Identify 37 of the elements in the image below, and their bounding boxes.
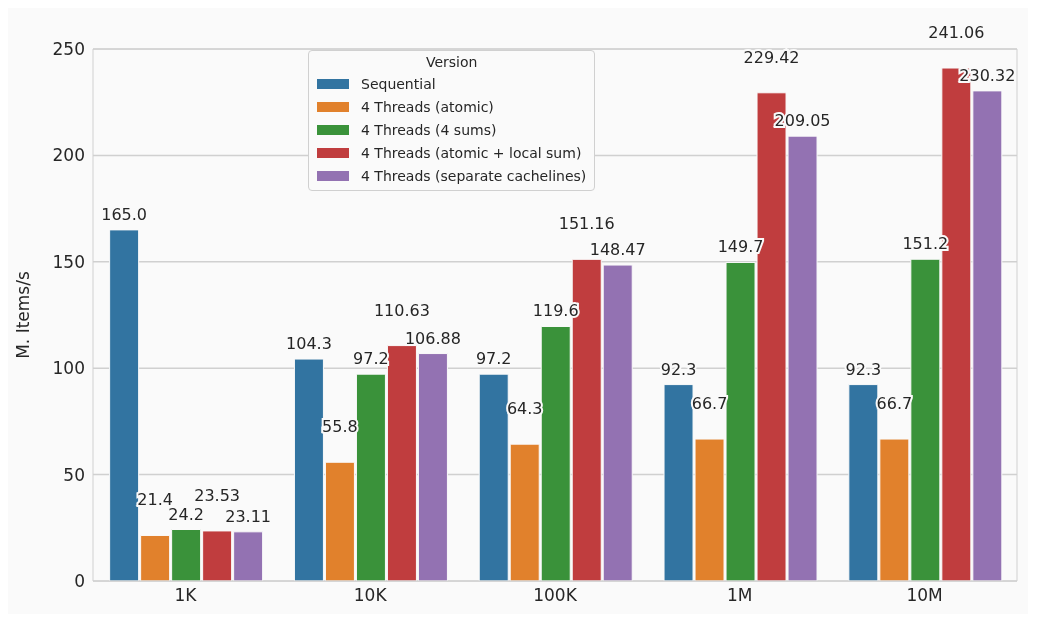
y-tick-label: 250 (52, 39, 85, 60)
y-tick-label: 100 (52, 358, 85, 379)
legend-label: 4 Threads (atomic + local sum) (361, 144, 582, 161)
data-label: 151.16 (558, 214, 615, 234)
x-tick-label: 1K (174, 585, 198, 606)
data-label: 104.3 (286, 334, 332, 354)
x-tick-label: 10M (906, 585, 943, 606)
data-label: 55.8 (322, 417, 358, 437)
legend-label: 4 Threads (4 sums) (361, 121, 497, 138)
data-label: 97.2 (475, 349, 512, 369)
data-label: 66.7 (691, 394, 728, 414)
data-label: 241.06 (928, 23, 985, 43)
y-tick-label: 150 (52, 251, 85, 272)
y-tick-label: 0 (74, 571, 85, 592)
data-label: 24.2 (168, 504, 204, 524)
data-label: 165.0 (101, 204, 148, 224)
data-label: 106.88 (404, 328, 461, 348)
legend-label: 4 Threads (separate cachelines) (361, 167, 587, 184)
x-tick-label: 1M (727, 585, 753, 606)
data-label: 92.3 (845, 359, 882, 379)
legend-title: Version (424, 54, 479, 70)
data-label: 64.3 (506, 399, 543, 419)
y-tick-label: 50 (63, 464, 85, 485)
y-tick-label: 200 (52, 145, 85, 166)
y-axis-title: M. Items/s (13, 271, 34, 359)
x-tick-label: 100K (533, 585, 578, 606)
legend-label: 4 Threads (atomic) (361, 98, 494, 115)
data-label: 66.7 (876, 394, 913, 414)
data-label: 23.11 (225, 506, 272, 526)
legend-label: Sequential (361, 75, 436, 92)
data-label: 97.2 (353, 349, 389, 369)
data-label: 148.47 (589, 240, 646, 260)
data-label: 92.3 (660, 359, 697, 379)
data-label: 229.42 (743, 47, 800, 67)
data-label: 23.53 (194, 485, 241, 505)
data-label: 110.63 (373, 300, 430, 320)
x-tick-label: 10K (353, 585, 388, 606)
